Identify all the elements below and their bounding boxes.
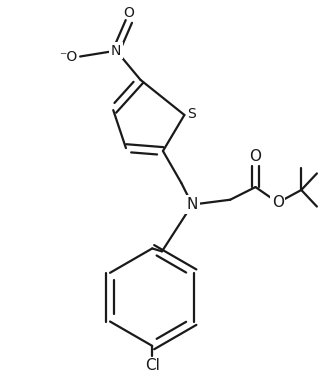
Text: O: O <box>123 6 134 21</box>
Text: O: O <box>250 149 261 164</box>
Text: O: O <box>272 195 284 210</box>
Text: S: S <box>187 107 196 121</box>
Text: ⁻O: ⁻O <box>59 49 77 64</box>
Text: Cl: Cl <box>145 358 160 373</box>
Text: N: N <box>186 197 198 212</box>
Text: N: N <box>111 44 121 58</box>
